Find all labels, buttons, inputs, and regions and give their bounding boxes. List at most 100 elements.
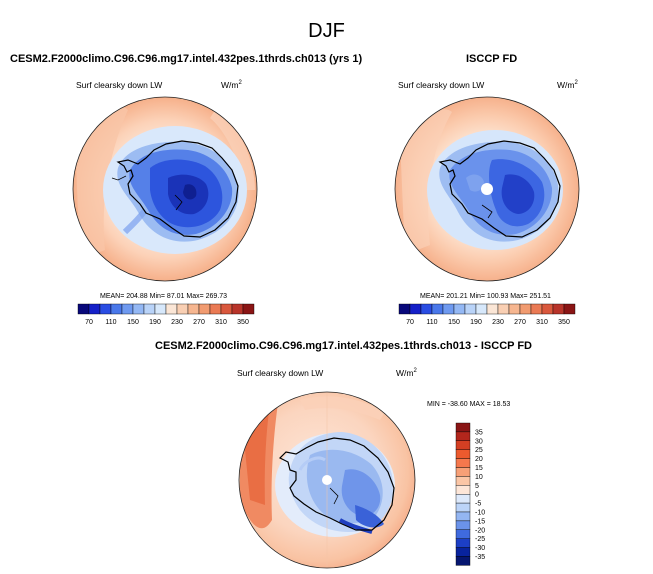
diff-colorbar-label: -20 xyxy=(475,527,485,534)
diff-colorbar-swatch xyxy=(455,538,471,548)
diff-colorbar-label: -35 xyxy=(475,554,485,561)
diff-colorbar-label: -5 xyxy=(475,501,481,508)
diff-colorbar-swatch xyxy=(455,431,471,441)
diff-colorbar-label: 30 xyxy=(475,438,483,445)
right-colorbar-label: 110 xyxy=(426,319,437,326)
diff-colorbar-label: -10 xyxy=(475,510,485,517)
right-colorbar-label: 350 xyxy=(558,319,570,326)
left-variable-label: Surf clearsky down LW xyxy=(76,80,163,90)
diff-colorbar-swatch xyxy=(455,458,471,468)
diff-colorbar-label: -30 xyxy=(475,545,485,552)
left-colorbar-swatch xyxy=(209,303,222,315)
right-pole-hole xyxy=(481,183,493,195)
diff-pole-hole xyxy=(322,475,332,485)
diff-stats: MIN = -38.60 MAX = 18.53 xyxy=(427,401,511,408)
left-colorbar-swatch xyxy=(143,303,156,315)
right-colorbar-label: 70 xyxy=(406,319,414,326)
right-colorbar-swatch xyxy=(464,303,477,315)
right-colorbar-swatch xyxy=(442,303,455,315)
left-colorbar-label: 190 xyxy=(149,319,161,326)
left-stats: MEAN= 204.88 Min= 87.01 Max= 269.73 xyxy=(100,293,228,300)
diff-colorbar-swatch xyxy=(455,520,471,531)
diff-colorbar-label: 25 xyxy=(475,447,483,454)
diff-colorbar-swatch xyxy=(455,511,471,522)
left-colorbar-swatch xyxy=(154,303,167,315)
right-colorbar-swatch xyxy=(497,303,510,315)
left-colorbar-swatch xyxy=(88,303,101,315)
right-colorbar-label: 310 xyxy=(536,319,548,326)
left-colorbar-swatch xyxy=(242,303,255,315)
left-colorbar-swatch xyxy=(132,303,145,315)
diff-colorbar-swatch xyxy=(455,449,471,459)
left-colorbar-swatch xyxy=(99,303,112,315)
left-colorbar: 70 110 150 190 230 270 310 350 xyxy=(77,303,255,326)
diff-colorbar-swatch xyxy=(455,502,471,513)
diff-colorbar-swatch xyxy=(455,494,471,504)
right-colorbar-swatch xyxy=(530,303,543,315)
left-colorbar-swatch xyxy=(176,303,189,315)
right-colorbar-swatch xyxy=(508,303,521,315)
right-colorbar-swatch xyxy=(420,303,433,315)
diff-colorbar-swatch xyxy=(455,476,471,486)
diff-variable-label: Surf clearsky down LW xyxy=(237,368,324,378)
diff-colorbar-label: 5 xyxy=(475,483,479,490)
right-variable-label: Surf clearsky down LW xyxy=(398,80,485,90)
left-panel-title: CESM2.F2000climo.C96.C96.mg17.intel.432p… xyxy=(10,53,363,65)
left-units-label: W/m2 xyxy=(221,80,242,90)
right-colorbar-swatch xyxy=(563,303,576,315)
diff-colorbar-swatch xyxy=(455,556,471,566)
left-colorbar-swatch xyxy=(187,303,200,315)
diff-colorbar-label: -15 xyxy=(475,518,485,525)
right-antarctica-coastline xyxy=(438,140,561,238)
left-colorbar-swatch xyxy=(77,303,90,315)
right-colorbar-swatch xyxy=(486,303,499,315)
left-colorbar-label: 350 xyxy=(237,319,249,326)
left-colorbar-swatch xyxy=(165,303,178,315)
left-colorbar-label: 70 xyxy=(85,319,93,326)
diff-colorbar-label: 0 xyxy=(475,492,479,499)
left-colorbar-swatch xyxy=(231,303,244,315)
right-panel-title: ISCCP FD xyxy=(466,53,518,65)
right-colorbar-label: 190 xyxy=(470,319,482,326)
left-colorbar-label: 310 xyxy=(215,319,227,326)
diff-panel-title: CESM2.F2000climo.C96.C96.mg17.intel.432p… xyxy=(155,340,533,352)
left-colorbar-label: 230 xyxy=(171,319,183,326)
diff-colorbar-swatch xyxy=(455,422,471,433)
diff-colorbar-swatch xyxy=(455,440,471,450)
right-colorbar-label: 270 xyxy=(514,319,526,326)
right-colorbar-swatch xyxy=(398,303,411,315)
right-colorbar-swatch xyxy=(409,303,422,315)
right-colorbar-swatch xyxy=(475,303,488,315)
diff-colorbar-swatch xyxy=(455,485,471,495)
right-units-label: W/m2 xyxy=(557,80,578,90)
diff-colorbar-label: -25 xyxy=(475,536,485,543)
right-colorbar-swatch xyxy=(552,303,565,315)
diff-colorbar-swatch xyxy=(455,467,471,477)
diff-colorbar-label: 10 xyxy=(475,474,483,481)
diff-colorbar-label: 15 xyxy=(475,465,483,472)
diff-colorbar: 35 30 25 20 15 10 5 0 -5 -10-15 -20 -25 -30 -35 xyxy=(455,422,485,566)
diff-colorbar-swatch xyxy=(455,529,471,539)
left-colorbar-label: 110 xyxy=(105,319,116,326)
left-colorbar-label: 150 xyxy=(127,319,139,326)
left-colorbar-swatch xyxy=(110,303,123,315)
left-colorbar-swatch xyxy=(121,303,134,315)
right-colorbar-swatch xyxy=(541,303,554,315)
right-colorbar: 70 110 150 190 230 270 310 350 xyxy=(398,303,576,326)
right-colorbar-swatch xyxy=(431,303,444,315)
left-colorbar-swatch xyxy=(220,303,233,315)
right-colorbar-swatch xyxy=(453,303,466,315)
left-colorbar-label: 270 xyxy=(193,319,205,326)
diff-colorbar-label: 20 xyxy=(475,456,483,463)
right-colorbar-label: 230 xyxy=(492,319,504,326)
right-colorbar-label: 150 xyxy=(448,319,460,326)
left-antarctica-coastline xyxy=(116,140,239,238)
figure-title: DJF xyxy=(308,20,345,42)
right-colorbar-swatch xyxy=(519,303,532,315)
diff-colorbar-swatch xyxy=(455,547,471,557)
diff-antarctica-coastline xyxy=(278,437,395,531)
diff-colorbar-label: 35 xyxy=(475,429,483,436)
left-colorbar-swatch xyxy=(198,303,211,315)
left-map xyxy=(73,97,257,281)
